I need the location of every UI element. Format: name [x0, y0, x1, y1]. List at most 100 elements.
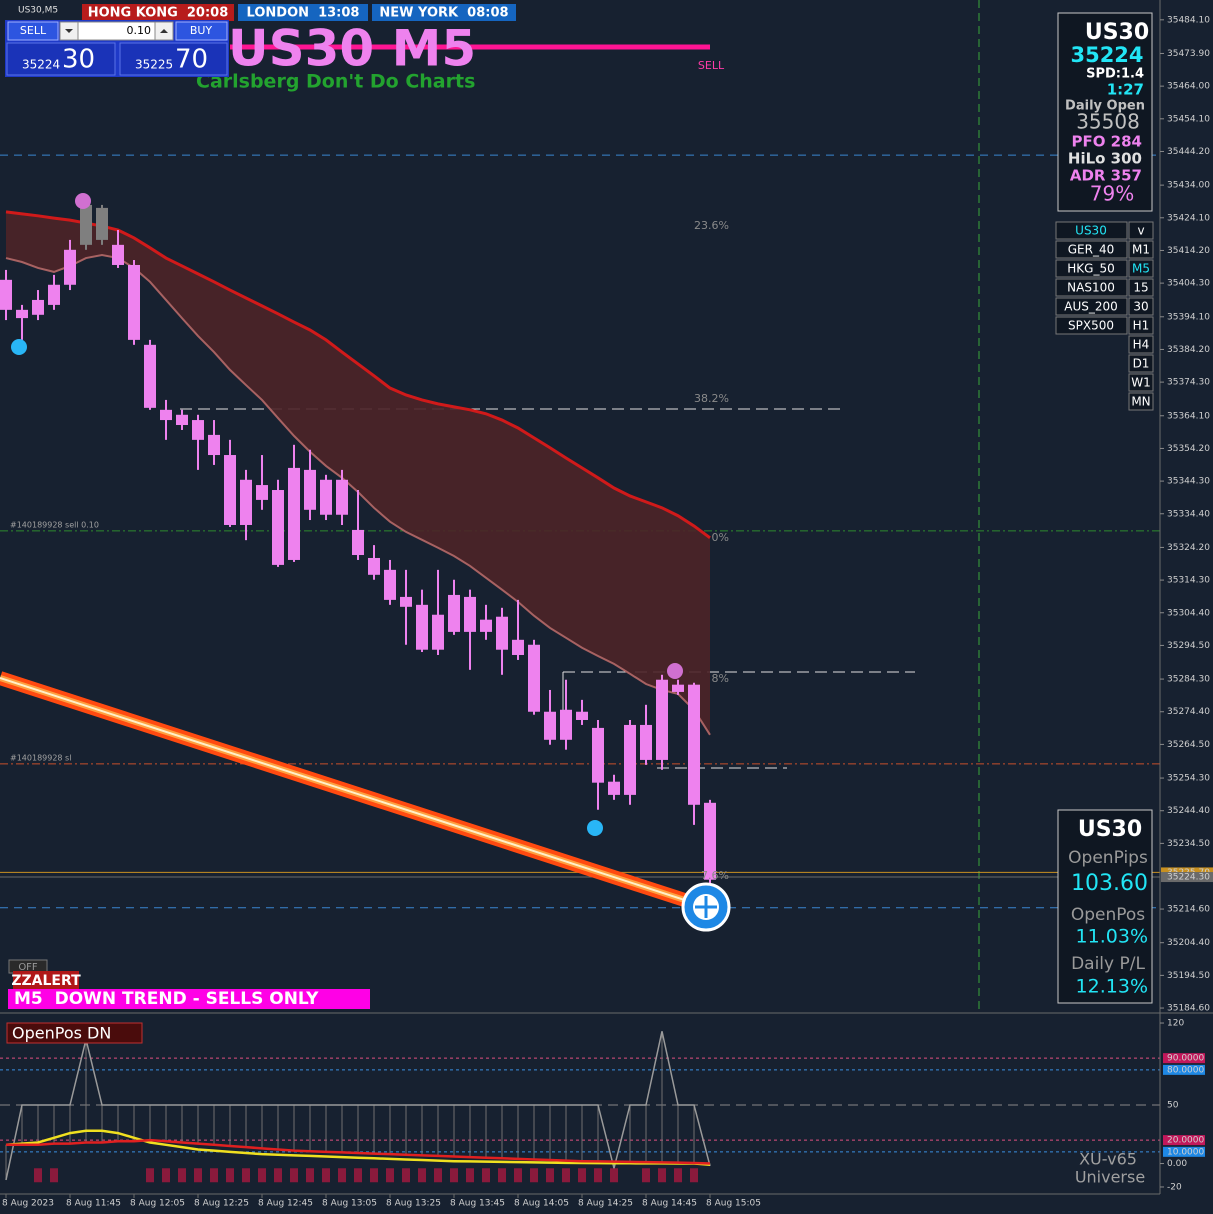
- histogram-bar: [274, 1168, 282, 1183]
- histogram-bar: [562, 1168, 570, 1183]
- timeframe-button[interactable]: [1128, 316, 1154, 335]
- histogram-bar: [530, 1168, 538, 1183]
- y-tick-label: 10.0000: [1167, 1147, 1204, 1157]
- info-adr: ADR 357: [1070, 167, 1142, 185]
- open-pips: 103.60: [1071, 871, 1148, 896]
- y-tick-label: 35414.20: [1167, 246, 1210, 256]
- candle-body: [704, 802, 716, 880]
- zzalert: ZZALERT: [11, 973, 81, 989]
- candle-body: [96, 207, 108, 240]
- y-tick-label: 35284.30: [1167, 675, 1210, 685]
- symbol-button[interactable]: [1055, 297, 1128, 316]
- timeframe-label[interactable]: M1: [1132, 243, 1150, 257]
- plot: [0, 199, 716, 1183]
- candle-body: [496, 616, 508, 650]
- symbol-label[interactable]: GER_40: [1068, 243, 1115, 257]
- histogram-bar: [322, 1168, 330, 1183]
- y-tick-label: 35424.10: [1167, 213, 1210, 223]
- timeframe-button[interactable]: [1128, 335, 1154, 354]
- histogram-bar: [482, 1168, 490, 1183]
- indicator-universe: Universe: [1075, 1168, 1145, 1187]
- fib-label: 0%: [712, 531, 729, 544]
- trendline: [0, 677, 701, 906]
- indicator-version: XU-v65: [1079, 1150, 1137, 1169]
- timeframe-label[interactable]: M5: [1132, 262, 1150, 276]
- timeframe-button[interactable]: [1128, 278, 1154, 297]
- symbol-label[interactable]: US30: [1075, 224, 1107, 238]
- x-tick-label: 8 Aug 14:25: [578, 1199, 633, 1209]
- symbol-button[interactable]: [1055, 240, 1128, 259]
- y-tick-label: 35434.00: [1167, 181, 1210, 191]
- timeframe-label[interactable]: v: [1137, 224, 1144, 238]
- session-box: [372, 4, 516, 21]
- buy-button[interactable]: [175, 21, 228, 41]
- x-tick-label: 8 Aug 15:05: [706, 1199, 761, 1209]
- timeframe-label[interactable]: H4: [1133, 338, 1150, 352]
- candle-body: [560, 709, 572, 740]
- signal-dot: [75, 193, 91, 209]
- timeframe-button[interactable]: [1128, 259, 1154, 278]
- trend-box: [8, 989, 370, 1009]
- histogram-bar: [578, 1168, 586, 1183]
- timeframe-button[interactable]: [1128, 221, 1154, 240]
- timeframe-label[interactable]: W1: [1131, 376, 1151, 390]
- timeframe-button[interactable]: [1128, 354, 1154, 373]
- open-pos: 11.03%: [1076, 926, 1148, 948]
- timeframe-button[interactable]: [1128, 240, 1154, 259]
- timeframe-button[interactable]: [1128, 373, 1154, 392]
- candle-body: [448, 594, 460, 632]
- off-label[interactable]: OFF: [18, 962, 38, 973]
- timeframe-button[interactable]: [1128, 297, 1154, 316]
- fib-label: 23.6%: [694, 219, 729, 232]
- session-label: NEW YORK 08:08: [379, 6, 508, 21]
- candle-body: [400, 596, 412, 607]
- histogram-bar: [450, 1168, 458, 1183]
- sell-button-label[interactable]: SELL: [20, 24, 47, 37]
- candle-body: [352, 529, 364, 556]
- y-tick-label: -20: [1167, 1182, 1182, 1192]
- indicator-line: [5, 1031, 711, 1181]
- sell-tag: SELL: [698, 59, 725, 72]
- timeframe-label[interactable]: MN: [1131, 395, 1150, 409]
- indicator-line: [5, 1129, 711, 1166]
- x-tick-label: 8 Aug 2023: [2, 1199, 54, 1209]
- candle-body: [288, 467, 300, 560]
- timeframe-label[interactable]: H1: [1133, 319, 1150, 333]
- info-timer: 1:27: [1107, 81, 1144, 99]
- candle-body: [640, 724, 652, 760]
- timeframe-button[interactable]: [1128, 392, 1154, 411]
- timeframe-label[interactable]: D1: [1133, 357, 1150, 371]
- info-hilo: HiLo 300: [1068, 150, 1142, 168]
- sell-price-box[interactable]: [6, 42, 116, 76]
- y-tick-label: 35344.30: [1167, 477, 1210, 487]
- x-tick-label: 8 Aug 12:05: [130, 1199, 185, 1209]
- candle-body: [144, 344, 156, 408]
- candle-body: [464, 596, 476, 632]
- symbol-button[interactable]: [1055, 259, 1128, 278]
- sell-button[interactable]: [7, 21, 59, 41]
- candle-body: [16, 309, 28, 319]
- buy-button-label[interactable]: BUY: [190, 24, 213, 37]
- timeframe-label[interactable]: 30: [1133, 300, 1148, 314]
- symbol-button[interactable]: [1055, 278, 1128, 297]
- timeframe-label[interactable]: 15: [1133, 281, 1148, 295]
- indicator-line: [6, 1138, 711, 1165]
- candle-body: [304, 469, 316, 510]
- daily-open-label: Daily Open: [1065, 99, 1145, 114]
- y-tick-label: 35214.60: [1167, 905, 1210, 915]
- symbol-button[interactable]: [1055, 221, 1128, 240]
- symbol-label[interactable]: AUS_200: [1064, 300, 1118, 314]
- buy-price-box[interactable]: [119, 42, 228, 76]
- candle-body: [208, 434, 220, 456]
- histogram-bar: [466, 1168, 474, 1183]
- y-tick-label: 35254.30: [1167, 774, 1210, 784]
- symbol-label[interactable]: NAS100: [1067, 281, 1115, 295]
- symbol-label[interactable]: HKG_50: [1067, 262, 1114, 276]
- symbol-label[interactable]: SPX500: [1068, 319, 1114, 333]
- ask-small: 70: [175, 45, 208, 75]
- open-pos-label: OpenPos: [1071, 905, 1145, 925]
- candle-body: [368, 557, 380, 575]
- symbol-button[interactable]: [1055, 316, 1128, 335]
- histogram-bar: [546, 1168, 554, 1183]
